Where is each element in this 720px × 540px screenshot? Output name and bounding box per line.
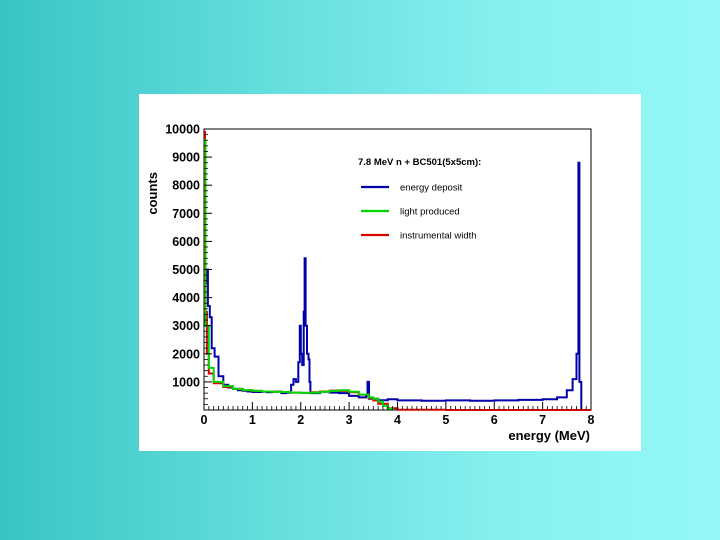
legend-title: 7.8 MeV n + BC501(5x5cm): [358, 157, 481, 168]
x-tick-label-2: 2 [297, 413, 304, 427]
y-tick-label-2: 3000 [172, 319, 200, 333]
x-tick-label-8: 8 [588, 413, 595, 427]
plot-frame [203, 128, 592, 411]
y-tick-label-6: 7000 [172, 207, 200, 221]
axes: 0 1 2 3 4 5 6 7 8 1000 2000 3000 4000 5000 6000 7000 800… [165, 123, 594, 428]
legend-label-2: instrumental width [400, 231, 477, 242]
x-tick-label-5: 5 [442, 413, 449, 427]
legend: 7.8 MeV n + BC501(5x5cm): energy deposit… [358, 157, 481, 242]
legend-label-0: energy deposit [400, 183, 463, 194]
x-tick-label-4: 4 [394, 413, 401, 427]
y-tick-label-9: 10000 [165, 123, 200, 137]
y-tick-label-5: 6000 [172, 235, 200, 249]
y-tick-label-3: 4000 [172, 291, 200, 305]
x-tick-label-7: 7 [539, 413, 546, 427]
x-tick-label-0: 0 [201, 413, 208, 427]
x-tick-label-6: 6 [491, 413, 498, 427]
y-tick-label-8: 9000 [172, 151, 200, 165]
y-tick-label-0: 1000 [172, 375, 200, 389]
x-axis-title: energy (MeV) [508, 428, 590, 443]
x-tick-label-3: 3 [346, 413, 353, 427]
chart-panel: 0 1 2 3 4 5 6 7 8 1000 2000 3000 4000 5000 6000 7000 800… [139, 94, 641, 451]
legend-label-1: light produced [400, 207, 460, 218]
series-line-1 [204, 139, 394, 410]
y-tick-label-1: 2000 [172, 347, 200, 361]
y-tick-label-4: 5000 [172, 263, 200, 277]
x-tick-label-1: 1 [249, 413, 256, 427]
spectrum-chart: 0 1 2 3 4 5 6 7 8 1000 2000 3000 4000 5000 6000 7000 800… [145, 123, 595, 444]
series-curves [204, 130, 591, 411]
legend-entries: energy deposit light produced instrumental… [361, 183, 477, 242]
y-axis-title: counts [145, 172, 160, 215]
y-tick-label-7: 8000 [172, 179, 200, 193]
